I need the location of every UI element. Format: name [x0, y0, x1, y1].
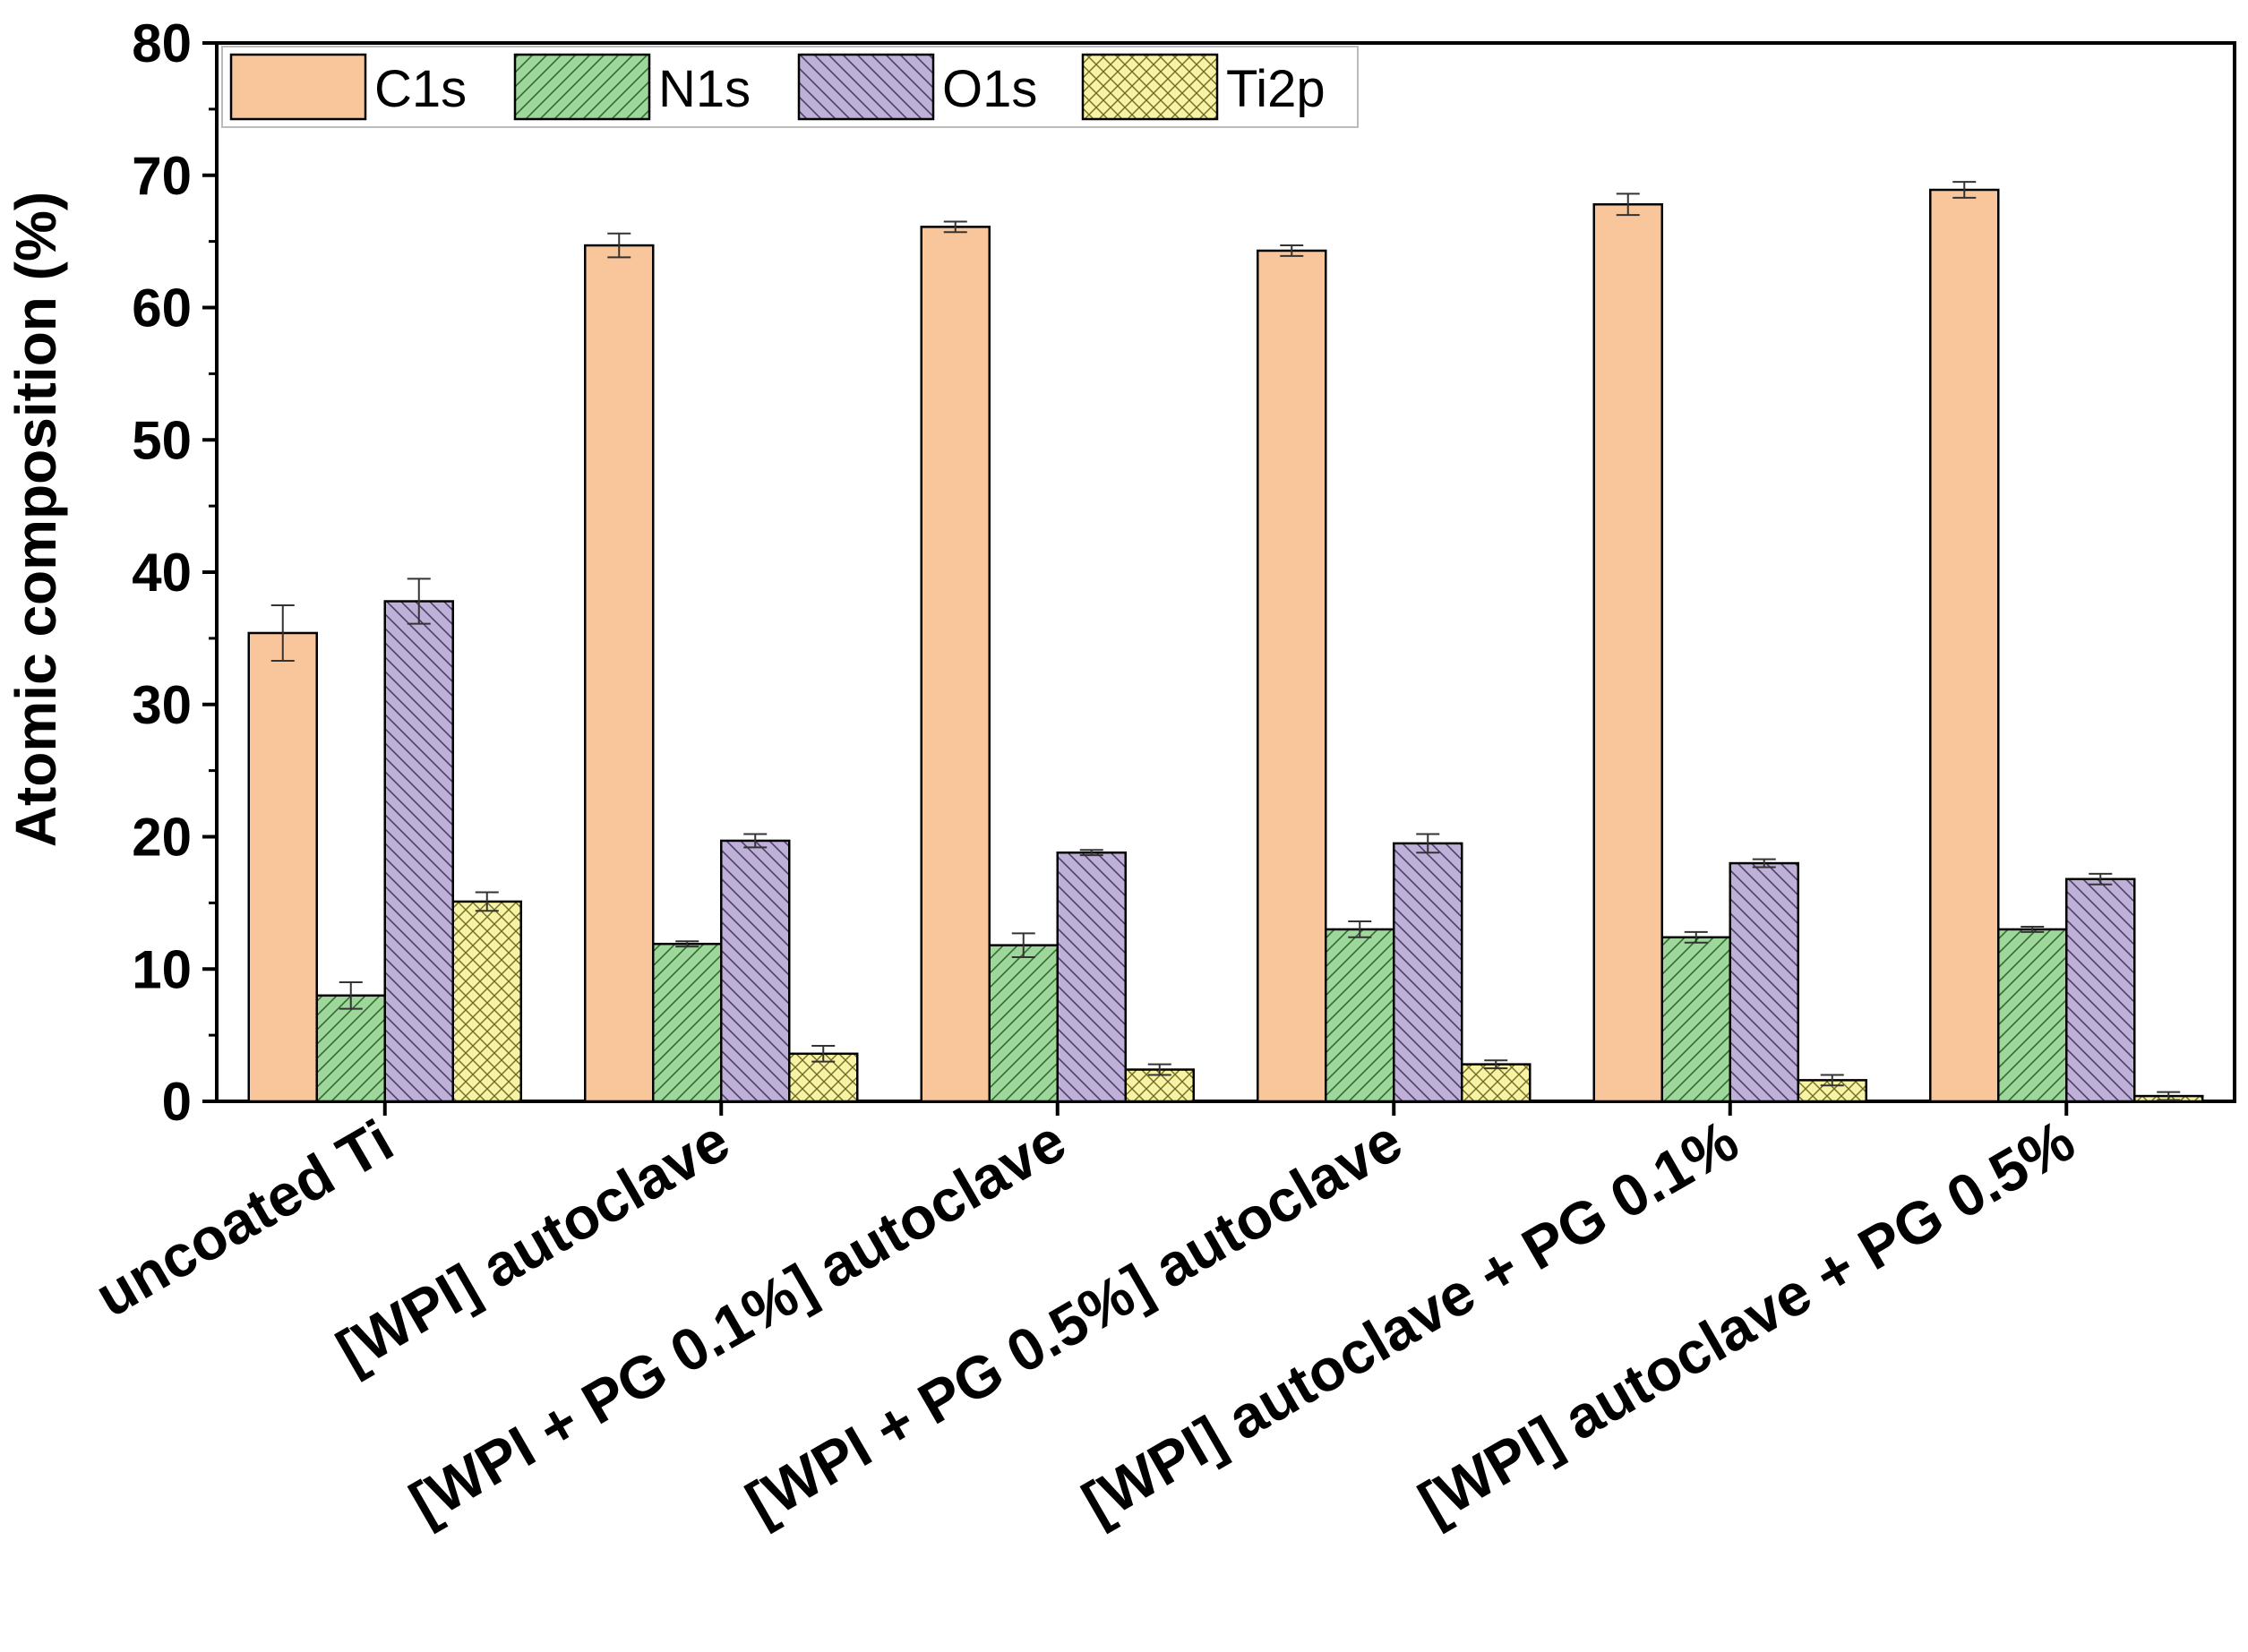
error-bar-c1s-5 [1952, 181, 1977, 199]
y-tick-label: 20 [132, 808, 192, 868]
y-tick-label: 0 [162, 1072, 192, 1132]
y-tick-label: 30 [132, 675, 192, 735]
y-axis-label: Atomic composition (%) [4, 192, 68, 847]
legend-swatch-hatch-n1s [515, 55, 649, 119]
bar-hatch-o1s-4 [1729, 863, 1798, 1101]
error-bar-c1s-0 [270, 603, 295, 662]
error-bar-o1s-3 [1416, 833, 1440, 854]
legend-swatch-outline-n1s [513, 53, 651, 121]
error-bar-ti2p-4 [1820, 1074, 1844, 1087]
legend-swatch-outline-c1s [229, 53, 367, 121]
legend-label-n1s: N1s [658, 60, 751, 118]
error-bar-layer [270, 181, 2181, 1101]
legend-swatch-outline-o1s [797, 53, 935, 121]
bar-c1s-5 [1930, 190, 1999, 1101]
bar-hatch-o1s-5 [2066, 878, 2135, 1101]
error-bar-n1s-2 [1011, 932, 1035, 958]
error-bar-o1s-1 [743, 833, 768, 849]
x-tick-label-layer: uncoated Ti[WPI] autoclave[WPI + PG 0.1%… [84, 1107, 2085, 1536]
x-tick-label-4: [WPI] autoclave + PG 0.1% [1071, 1107, 1748, 1536]
legend-swatch-c1s [231, 55, 365, 119]
bar-hatch-ti2p-4 [1798, 1080, 1866, 1101]
legend-swatch-hatch-ti2p [1083, 55, 1217, 119]
error-bar-n1s-5 [2021, 925, 2045, 933]
x-tick-label-2: [WPI + PG 0.1%] autoclave [399, 1107, 1076, 1536]
legend-label-c1s: C1s [374, 60, 467, 118]
bar-hatch-n1s-2 [989, 945, 1058, 1101]
error-bar-c1s-1 [607, 232, 631, 259]
y-tick-label: 40 [132, 543, 192, 603]
error-bar-o1s-5 [2089, 872, 2113, 886]
x-tick-label-0: uncoated Ti [84, 1107, 404, 1330]
error-bar-ti2p-1 [811, 1044, 836, 1063]
error-bar-n1s-1 [675, 940, 699, 948]
error-bar-c1s-3 [1280, 244, 1304, 257]
bar-hatch-o1s-1 [721, 840, 790, 1101]
x-tick-label-5: [WPI] autoclave + PG 0.5% [1408, 1107, 2085, 1536]
y-tick-label: 80 [132, 13, 192, 73]
bar-c1s-3 [1257, 250, 1326, 1101]
bar-hatch-n1s-4 [1661, 937, 1730, 1101]
error-bar-c1s-2 [943, 220, 967, 234]
error-bar-ti2p-2 [1147, 1063, 1171, 1076]
bar-c1s-0 [248, 632, 317, 1101]
axis-layer: 0 10 20 30 40 50 60 70 80 [132, 13, 2236, 1132]
bar-hatch-o1s-0 [384, 601, 453, 1101]
error-bar-o1s-0 [407, 578, 431, 625]
error-bar-c1s-4 [1616, 193, 1640, 217]
error-bar-n1s-4 [1684, 930, 1708, 944]
error-bar-o1s-4 [1752, 858, 1776, 869]
bar-hatch-n1s-3 [1326, 929, 1394, 1101]
bar-hatch-n1s-0 [316, 995, 385, 1101]
error-bar-ti2p-3 [1484, 1059, 1508, 1070]
error-bar-ti2p-0 [475, 891, 499, 912]
bar-c1s-4 [1593, 204, 1662, 1101]
legend-label-ti2p: Ti2p [1226, 60, 1326, 118]
legend-label-o1s: O1s [942, 60, 1037, 118]
y-tick-label: 60 [132, 278, 192, 338]
y-tick-label: 70 [132, 146, 192, 206]
y-tick-label: 10 [132, 939, 192, 999]
bar-hatch-n1s-1 [653, 944, 722, 1101]
bar-layer [247, 188, 2204, 1103]
bar-c1s-2 [921, 227, 990, 1101]
error-bar-ti2p-5 [2157, 1091, 2181, 1101]
legend: C1s N1s O1s Ti2p [221, 46, 1359, 128]
error-bar-n1s-0 [339, 981, 363, 1010]
x-tick-label-3: [WPI + PG 0.5%] autoclave [735, 1107, 1412, 1536]
bar-hatch-ti2p-3 [1462, 1064, 1531, 1101]
bar-hatch-ti2p-0 [452, 901, 521, 1101]
legend-swatch-outline-ti2p [1081, 53, 1219, 121]
bar-hatch-o1s-2 [1057, 852, 1126, 1101]
bar-c1s-1 [585, 245, 654, 1101]
legend-swatch-hatch-o1s [799, 55, 933, 119]
y-tick-label: 50 [132, 410, 192, 470]
error-bar-n1s-3 [1348, 920, 1372, 938]
bar-hatch-n1s-5 [1998, 929, 2067, 1101]
bar-hatch-o1s-3 [1394, 843, 1463, 1101]
error-bar-o1s-2 [1079, 849, 1103, 857]
